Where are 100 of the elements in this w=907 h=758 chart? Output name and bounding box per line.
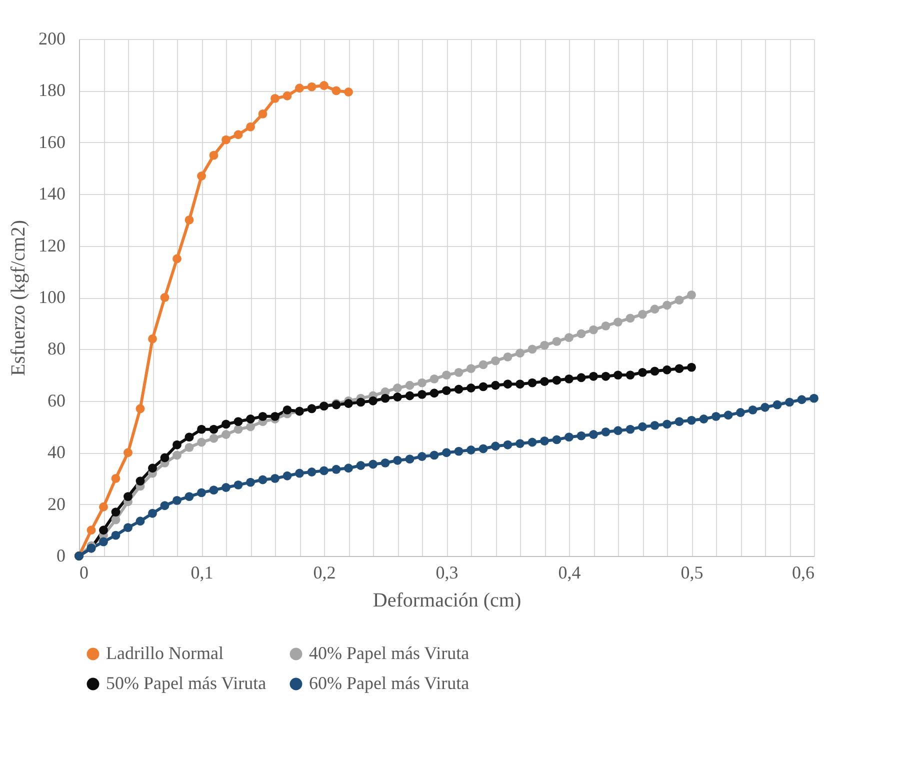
point bbox=[528, 378, 537, 388]
point bbox=[405, 380, 414, 390]
y-tick-label: 140 bbox=[38, 184, 66, 204]
x-tick-label: 0,6 bbox=[792, 562, 814, 582]
point bbox=[368, 396, 378, 406]
y-tick-label: 20 bbox=[48, 494, 66, 514]
point bbox=[478, 360, 488, 370]
point bbox=[576, 373, 586, 382]
point bbox=[552, 376, 562, 385]
x-axis-title: Deformación (cm) bbox=[372, 590, 522, 612]
point bbox=[614, 370, 622, 380]
point bbox=[626, 314, 635, 323]
point bbox=[234, 424, 243, 434]
point bbox=[650, 366, 660, 376]
point bbox=[209, 434, 218, 443]
point bbox=[320, 81, 328, 90]
point bbox=[295, 84, 304, 93]
point bbox=[184, 215, 194, 224]
point bbox=[246, 122, 255, 132]
point bbox=[650, 304, 660, 314]
point bbox=[478, 382, 488, 392]
point bbox=[589, 325, 598, 334]
x-tick-label: 0,5 bbox=[680, 562, 704, 582]
point bbox=[687, 362, 696, 372]
point bbox=[576, 329, 586, 338]
point bbox=[258, 110, 268, 118]
point bbox=[466, 384, 476, 392]
point bbox=[222, 420, 230, 429]
point bbox=[136, 404, 145, 414]
point bbox=[589, 372, 598, 381]
point bbox=[674, 296, 684, 305]
point bbox=[172, 450, 182, 460]
y-tick-label: 120 bbox=[38, 235, 66, 256]
point bbox=[380, 394, 390, 403]
point bbox=[503, 380, 512, 389]
point bbox=[405, 391, 414, 400]
y-tick-label: 200 bbox=[38, 28, 66, 48]
point bbox=[148, 464, 157, 473]
point bbox=[418, 378, 426, 388]
point bbox=[552, 336, 562, 346]
point bbox=[344, 88, 353, 96]
point bbox=[491, 380, 500, 390]
y-tick-label: 0 bbox=[56, 546, 66, 566]
x-tick-label: 0,2 bbox=[313, 562, 336, 582]
point bbox=[356, 398, 366, 407]
point bbox=[332, 86, 341, 96]
point bbox=[564, 374, 574, 384]
point bbox=[124, 448, 132, 458]
point bbox=[172, 254, 182, 264]
point bbox=[111, 474, 120, 483]
point bbox=[516, 380, 524, 389]
point bbox=[454, 384, 464, 394]
x-tick-label: 0 bbox=[80, 562, 88, 582]
point bbox=[197, 172, 206, 180]
point bbox=[99, 526, 108, 535]
point bbox=[491, 356, 500, 366]
point bbox=[160, 293, 170, 302]
y-tick-label: 100 bbox=[38, 287, 66, 307]
legend-label: Ladrillo Normal bbox=[106, 643, 224, 663]
point bbox=[234, 130, 243, 140]
point bbox=[516, 348, 524, 358]
point bbox=[638, 310, 647, 319]
point bbox=[270, 94, 280, 103]
x-tick-label: 0,4 bbox=[558, 562, 581, 582]
y-tick-label: 180 bbox=[38, 80, 66, 100]
point bbox=[430, 374, 439, 384]
point bbox=[638, 368, 647, 377]
point bbox=[148, 334, 157, 344]
y-tick-label: 80 bbox=[48, 338, 66, 359]
point bbox=[184, 432, 194, 442]
point bbox=[246, 414, 255, 424]
point bbox=[234, 417, 243, 426]
y-tick-label: 160 bbox=[38, 132, 66, 152]
point bbox=[466, 364, 476, 374]
legend-label: 40% Papel más Viruta bbox=[309, 643, 470, 663]
point bbox=[184, 442, 194, 452]
point bbox=[197, 424, 206, 434]
point bbox=[99, 502, 108, 512]
y-axis-title: Esfuerzo (kgf/cm2) bbox=[8, 220, 30, 376]
point bbox=[454, 368, 464, 377]
point bbox=[430, 388, 439, 398]
point bbox=[258, 412, 268, 421]
x-tick-label: 0,1 bbox=[190, 562, 214, 582]
point bbox=[344, 399, 353, 408]
point bbox=[614, 318, 622, 327]
point bbox=[674, 364, 684, 374]
point bbox=[160, 453, 170, 462]
point bbox=[662, 300, 672, 310]
point bbox=[442, 386, 451, 396]
point bbox=[601, 321, 610, 330]
point bbox=[601, 372, 610, 381]
y-tick-label: 60 bbox=[48, 390, 66, 410]
point bbox=[662, 365, 672, 374]
point bbox=[111, 508, 120, 517]
point bbox=[540, 377, 549, 386]
point bbox=[307, 82, 316, 92]
point bbox=[270, 412, 280, 421]
point bbox=[282, 91, 292, 100]
y-tick-label: 40 bbox=[48, 442, 66, 462]
point bbox=[528, 344, 537, 354]
